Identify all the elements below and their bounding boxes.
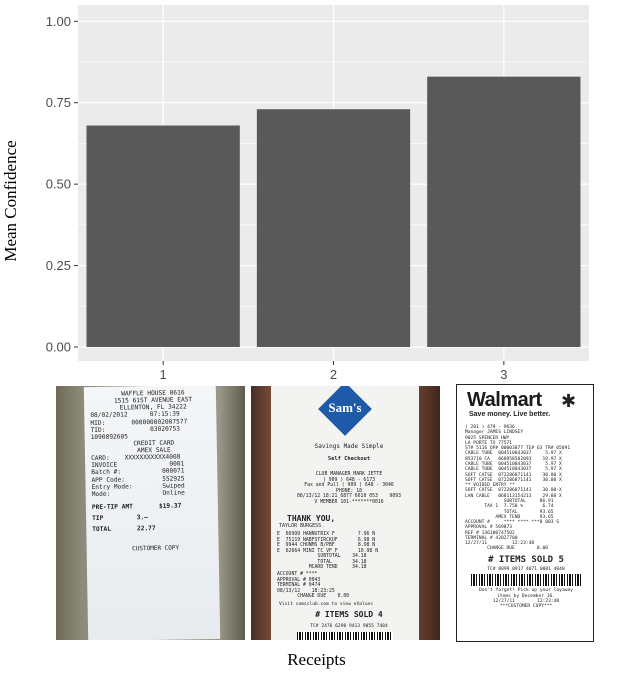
x-tick-label: 1 bbox=[160, 367, 167, 380]
receipt-line: APPROVAL # 569873 bbox=[465, 525, 513, 531]
footer-line: CUSTOMER COPY bbox=[132, 544, 180, 553]
bars bbox=[86, 76, 581, 347]
receipt-line: items by December 16. bbox=[496, 593, 556, 599]
account-lines: ACCOUNT # **** APPROVAL # 0043 TERMINAL # … bbox=[271, 572, 419, 600]
x-axis-title: Receipts bbox=[287, 650, 346, 669]
receipt-paper: WAFFLE HOUSE 0616 1515 61ST AVENUE EAST EL… bbox=[83, 386, 221, 640]
receipt-line: SUBTOTAL 34.18 bbox=[277, 554, 367, 560]
tc-number: TC# 8899 0917 4871 0081 4048 bbox=[487, 567, 565, 573]
receipt-lines: CLUB MANAGER MARK JETTE( 909 ) 648 - 617… bbox=[271, 472, 419, 505]
receipt-line: CHANGE DUE 0.00 bbox=[277, 594, 350, 600]
receipt-lines: WAFFLE HOUSE 0616 1515 61ST AVENUE EAST EL… bbox=[84, 386, 218, 498]
x-axis: 1 2 3 bbox=[160, 361, 507, 380]
receipt-line: ***CUSTOMER COPY*** bbox=[499, 604, 553, 610]
items-sold: # ITEMS SOLD 4 bbox=[315, 610, 383, 619]
items-sold: # ITEMS SOLD 5 bbox=[488, 554, 564, 565]
y-tick-label: 0.75 bbox=[46, 95, 71, 110]
slogan: Save money. Live better. bbox=[469, 411, 551, 418]
y-tick-label: 0.00 bbox=[46, 339, 71, 354]
tip-line: TIP 3.— bbox=[92, 514, 149, 523]
receipt-line: LAN CABLE 068113154213 29.88 X bbox=[465, 493, 562, 499]
receipt-line: E 9944 CHUNMS B/PBF 8.98 N bbox=[277, 543, 376, 549]
bar-1 bbox=[86, 125, 240, 347]
receipt-line: E 62664 MINI TC VF F 10.98 N bbox=[277, 548, 379, 554]
receipt-line: 9025 SPENCER HWY bbox=[465, 435, 510, 441]
bar-3 bbox=[427, 76, 581, 347]
walmart-logo: Walmart bbox=[467, 389, 542, 411]
receipt-body: ( 281 ) 479 - 9636 Manager JAMES LINDSEY 9… bbox=[465, 425, 587, 610]
receipt-line: CHANGE DUE 0.00 bbox=[465, 546, 548, 552]
visit-line: Visit samsclub.com to view eValues bbox=[279, 602, 374, 607]
member-name: TAYLOR BURGESS bbox=[279, 523, 322, 529]
y-tick-label: 0.50 bbox=[46, 177, 71, 192]
receipt-line: CLUB MANAGER MARK JETTE bbox=[315, 472, 383, 477]
receipt-line: ( 909 ) 648 - 6173 bbox=[323, 477, 375, 483]
receipt-line: 853710 CA 068958502093 19.97 X bbox=[465, 456, 562, 462]
receipt-image-1: WAFFLE HOUSE 0616 1515 61ST AVENUE EAST EL… bbox=[56, 386, 245, 640]
receipt-line: Don't forget! Pick up your layaway bbox=[478, 588, 574, 594]
barcode bbox=[471, 574, 581, 587]
y-tick-label: 0.25 bbox=[46, 258, 71, 273]
receipt-image-3: Walmart ✱ Save money. Live better. ( 281… bbox=[456, 384, 594, 642]
receipt-line: TOTAL 93.65 bbox=[465, 509, 554, 515]
barcode bbox=[297, 632, 393, 640]
spark-icon: ✱ bbox=[561, 391, 577, 411]
receipt-line: SOFT CATSE 072286871141 30.00-X bbox=[465, 488, 562, 494]
receipt-paper: Sam's Savings Made Simple Self Checkout … bbox=[271, 386, 419, 640]
footer-lines: Don't forget! Pick up your layaway items … bbox=[465, 588, 587, 609]
bar-2 bbox=[256, 109, 411, 347]
receipt-lines: ( 281 ) 479 - 9636 Manager JAMES LINDSEY 9… bbox=[465, 425, 587, 552]
receipt-line: E 66999 HANNUTRIX F 7.96 N bbox=[277, 532, 376, 537]
receipt-line: AMEX TEND 93.65 bbox=[465, 514, 554, 520]
y-axis: 0.00 0.25 0.50 0.75 1.00 bbox=[46, 14, 78, 354]
receipt-line: 08/13/12 18:21 6877 6610 053 9093 bbox=[297, 494, 401, 500]
x-tick-label: 3 bbox=[500, 367, 507, 380]
receipt-line: ** VOIDED ENTRY ** bbox=[465, 483, 515, 489]
y-axis-title: Mean Confidence bbox=[1, 140, 20, 261]
receipt-line: ACCOUNT # **** bbox=[277, 572, 318, 577]
receipt-line: APPROVAL # 0043 bbox=[277, 577, 321, 583]
receipt-line: Manager JAMES LINDSEY bbox=[465, 430, 524, 436]
receipt-line: ( 281 ) 479 - 9636 bbox=[465, 425, 515, 430]
receipt-line: TAX 1 7.750 % 6.74 bbox=[465, 504, 554, 510]
receipt-line: PHONE: 18 bbox=[336, 488, 362, 494]
receipt-line: TERMINAL # 42027700 bbox=[465, 535, 518, 541]
receipt-line: 12/27/11 12:23:48 bbox=[492, 598, 560, 604]
receipt-line: MCARD TEND 34.18 bbox=[277, 565, 367, 571]
receipt-line: TERMINAL # 0474 bbox=[277, 583, 321, 589]
receipt-line: E 75119 NABFSTIRCKUF 6.98 N bbox=[277, 537, 376, 543]
receipt-line: CABLE TUBE 004510843037 5.97 X bbox=[465, 467, 562, 473]
receipt-line: CABLE TUBE 004510843037 5.97 X bbox=[465, 461, 562, 467]
receipt-line: SUBTOTAL 86.91 bbox=[465, 498, 554, 504]
x-tick-label: 2 bbox=[330, 367, 337, 380]
receipt-line: 08/13/12 18:23:25 bbox=[277, 588, 335, 594]
receipt-line: Mode: Online bbox=[91, 489, 185, 498]
receipt-line: TOTAL 34.18 bbox=[277, 559, 367, 565]
tc-number: TC# 2476 6290 9413 9055 7484 bbox=[310, 624, 388, 629]
thanks-line: THANK YOU, bbox=[287, 514, 336, 523]
receipt-line: 12/27/11 12:23:48 bbox=[465, 541, 535, 547]
pretip-line: PRE-TIP AMT $19.37 bbox=[91, 502, 182, 511]
total-line: TOTAL 22.77 bbox=[92, 525, 156, 534]
tagline: Savings Made Simple bbox=[314, 443, 384, 450]
receipt-line: LA PORTE TX 77571 bbox=[465, 440, 513, 446]
receipt-title: Self Checkout bbox=[327, 456, 371, 462]
receipt-line: CABLE TUBE 004510843037 5.97 X bbox=[465, 451, 562, 457]
receipt-image-2: Sam's Savings Made Simple Self Checkout … bbox=[251, 386, 440, 640]
receipt-line: ACCOUNT # **** **** ***8 003 S bbox=[465, 520, 560, 526]
receipt-line: SOFT CATSE 072286871141 30.00 X bbox=[465, 472, 562, 478]
receipt-line: Fax and Pull ( 909 ) 648 - 3046 bbox=[304, 483, 394, 489]
receipt-line: SOFT CATSE 072286871141 30.00 X bbox=[465, 477, 562, 483]
bar-chart: 0.00 0.25 0.50 0.75 1.00 1 2 3 Mean Confidence bbox=[1, 5, 589, 380]
receipt-line: V MEMBER 101-*******0016 bbox=[314, 499, 384, 505]
y-tick-label: 1.00 bbox=[46, 14, 71, 29]
logo-text: Sam's bbox=[328, 400, 362, 415]
receipt-line: REF # 136100747502 bbox=[465, 530, 515, 536]
receipt-line: ST# 5116 OP# 00003077 TE# 63 TR# 05091 bbox=[465, 446, 571, 452]
